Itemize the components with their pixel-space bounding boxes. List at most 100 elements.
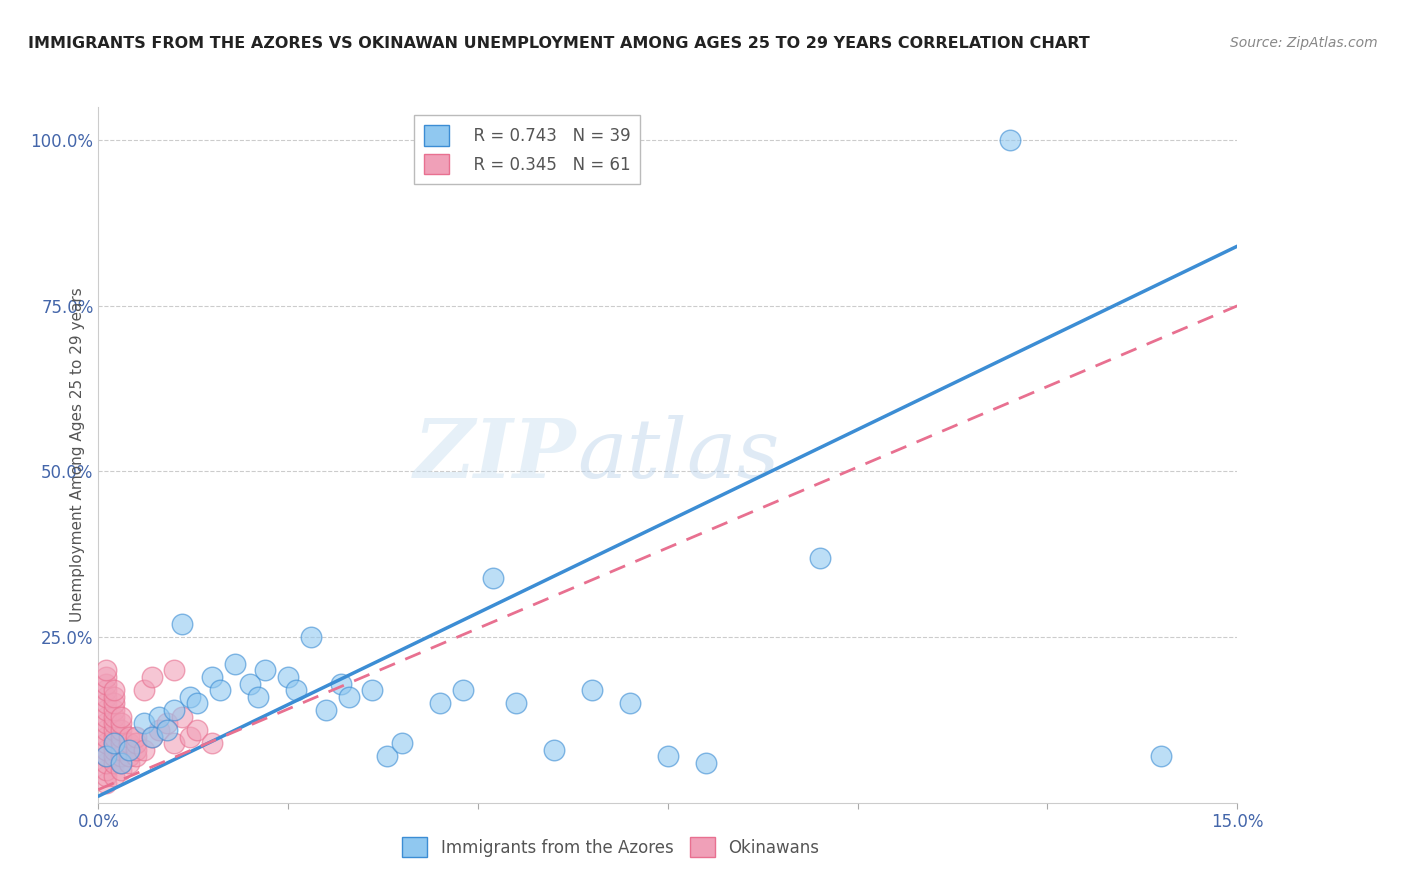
- Point: [141, 730, 163, 744]
- Point: [186, 697, 208, 711]
- Point: [103, 756, 125, 770]
- Point: [103, 749, 125, 764]
- Point: [94, 769, 117, 783]
- Point: [360, 683, 382, 698]
- Point: [148, 723, 170, 737]
- Point: [224, 657, 246, 671]
- Point: [505, 697, 527, 711]
- Point: [94, 676, 117, 690]
- Point: [163, 663, 186, 677]
- Point: [141, 670, 163, 684]
- Point: [103, 716, 125, 731]
- Point: [132, 683, 155, 698]
- Point: [94, 763, 117, 777]
- Point: [201, 736, 224, 750]
- Point: [163, 736, 186, 750]
- Point: [284, 683, 307, 698]
- Point: [110, 749, 132, 764]
- Point: [94, 716, 117, 731]
- Point: [103, 703, 125, 717]
- Point: [125, 736, 148, 750]
- Point: [94, 749, 117, 764]
- Legend: Immigrants from the Azores, Okinawans: Immigrants from the Azores, Okinawans: [395, 830, 827, 864]
- Point: [103, 769, 125, 783]
- Point: [239, 676, 262, 690]
- Point: [186, 723, 208, 737]
- Point: [103, 690, 125, 704]
- Point: [118, 730, 141, 744]
- Point: [103, 730, 125, 744]
- Point: [125, 743, 148, 757]
- Y-axis label: Unemployment Among Ages 25 to 29 years: Unemployment Among Ages 25 to 29 years: [69, 287, 84, 623]
- Point: [103, 697, 125, 711]
- Point: [94, 749, 117, 764]
- Point: [103, 743, 125, 757]
- Point: [118, 736, 141, 750]
- Point: [94, 663, 117, 677]
- Point: [375, 749, 398, 764]
- Point: [110, 736, 132, 750]
- Point: [315, 703, 337, 717]
- Point: [208, 683, 231, 698]
- Point: [657, 749, 679, 764]
- Point: [482, 570, 505, 584]
- Point: [110, 756, 132, 770]
- Point: [156, 716, 179, 731]
- Point: [94, 670, 117, 684]
- Point: [543, 743, 565, 757]
- Point: [337, 690, 360, 704]
- Point: [148, 709, 170, 723]
- Point: [141, 730, 163, 744]
- Point: [110, 716, 132, 731]
- Point: [103, 736, 125, 750]
- Point: [156, 723, 179, 737]
- Point: [998, 133, 1021, 147]
- Text: atlas: atlas: [576, 415, 779, 495]
- Point: [429, 697, 451, 711]
- Point: [299, 630, 322, 644]
- Point: [103, 723, 125, 737]
- Point: [94, 736, 117, 750]
- Point: [132, 743, 155, 757]
- Point: [581, 683, 603, 698]
- Point: [163, 703, 186, 717]
- Point: [125, 730, 148, 744]
- Text: Source: ZipAtlas.com: Source: ZipAtlas.com: [1230, 36, 1378, 50]
- Text: ZIP: ZIP: [415, 415, 576, 495]
- Point: [132, 716, 155, 731]
- Point: [110, 730, 132, 744]
- Text: IMMIGRANTS FROM THE AZORES VS OKINAWAN UNEMPLOYMENT AMONG AGES 25 TO 29 YEARS CO: IMMIGRANTS FROM THE AZORES VS OKINAWAN U…: [28, 36, 1090, 51]
- Point: [94, 743, 117, 757]
- Point: [125, 749, 148, 764]
- Point: [110, 743, 132, 757]
- Point: [94, 697, 117, 711]
- Point: [94, 703, 117, 717]
- Point: [246, 690, 269, 704]
- Point: [94, 709, 117, 723]
- Point: [118, 749, 141, 764]
- Point: [110, 709, 132, 723]
- Point: [695, 756, 717, 770]
- Point: [94, 730, 117, 744]
- Point: [118, 756, 141, 770]
- Point: [451, 683, 474, 698]
- Point: [808, 550, 831, 565]
- Point: [110, 723, 132, 737]
- Point: [118, 743, 141, 757]
- Point: [94, 723, 117, 737]
- Point: [170, 709, 193, 723]
- Point: [103, 683, 125, 698]
- Point: [94, 756, 117, 770]
- Point: [94, 776, 117, 790]
- Point: [179, 730, 201, 744]
- Point: [201, 670, 224, 684]
- Point: [254, 663, 277, 677]
- Point: [1150, 749, 1173, 764]
- Point: [110, 756, 132, 770]
- Point: [110, 763, 132, 777]
- Point: [619, 697, 641, 711]
- Point: [330, 676, 353, 690]
- Point: [391, 736, 413, 750]
- Point: [103, 709, 125, 723]
- Point: [94, 683, 117, 698]
